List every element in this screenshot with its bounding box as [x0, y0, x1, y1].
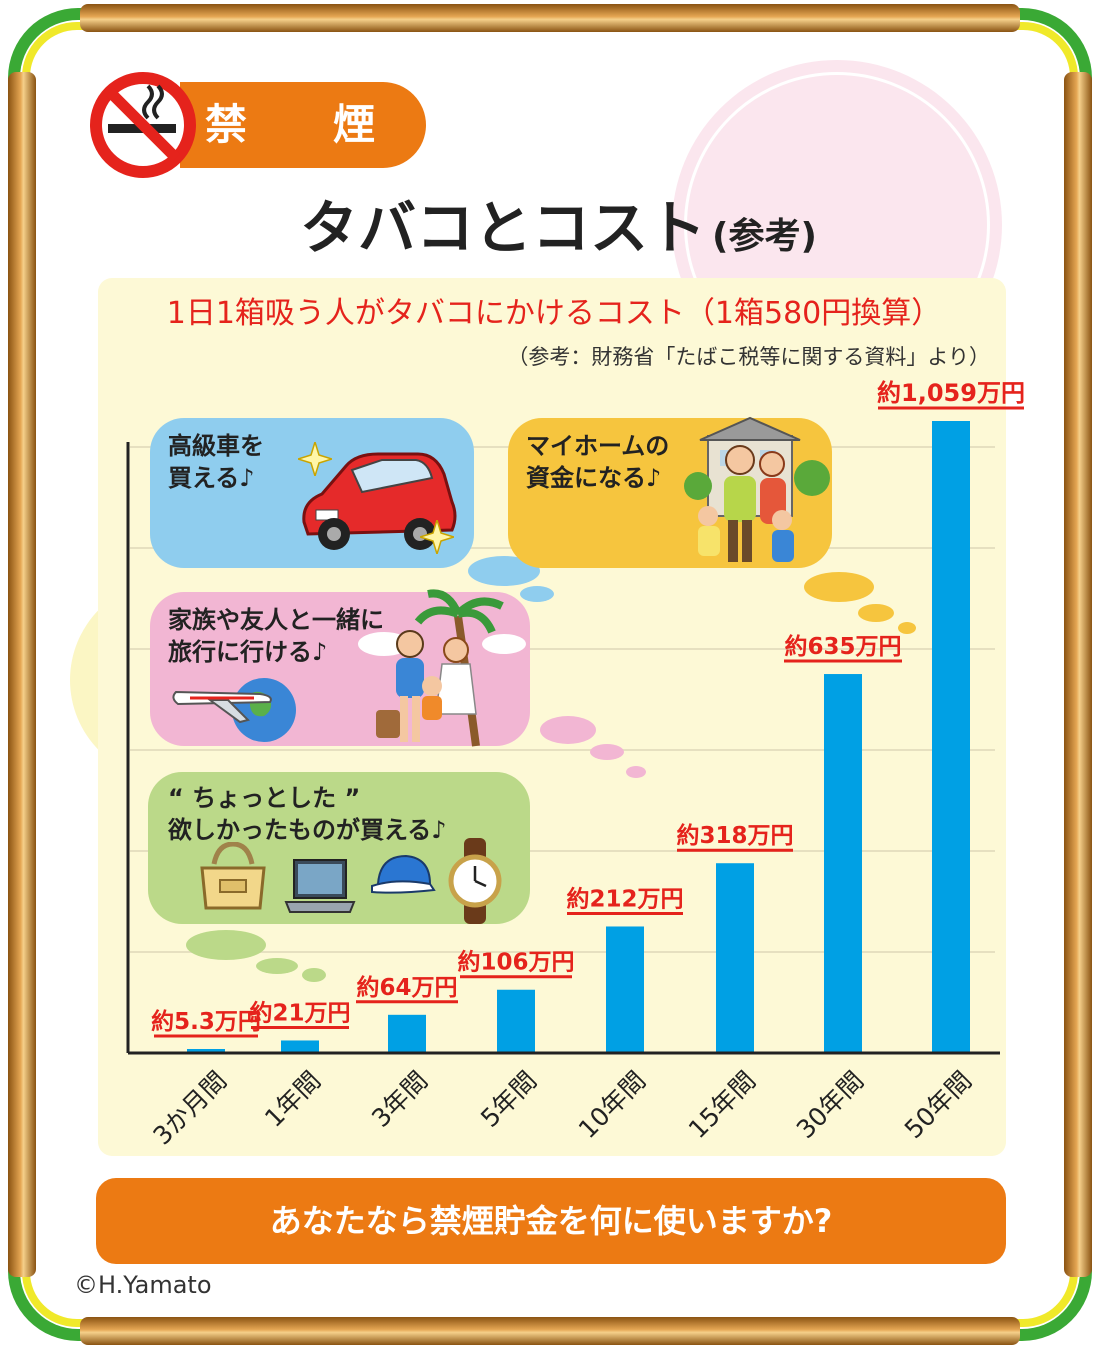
copyright-notice: ©H.Yamato: [74, 1271, 212, 1299]
house-family-illustration: [684, 416, 830, 562]
category-label-4: 5年間: [475, 1066, 542, 1133]
thought-dot: [302, 968, 326, 982]
sparkle-icon: [420, 520, 454, 554]
no-smoking-icon: [90, 72, 196, 178]
bar-1: [187, 1049, 225, 1053]
category-badge-label: 禁 煙: [205, 100, 398, 149]
car-illustration: [302, 452, 457, 550]
chart-category-labels: 3か月間 1年間 3年間 5年間 10年間 15年間 30年間 50年間: [147, 1066, 977, 1151]
chart-title: 1日1箱吸う人がタバコにかけるコスト（1箱580円換算）: [166, 296, 942, 331]
page-title: タバコとコスト (参考): [300, 188, 817, 268]
value-label-6: 約318万円: [676, 822, 793, 849]
airplane-globe-illustration: [172, 678, 296, 742]
bar-4: [497, 989, 535, 1053]
frame-rod-bottom: [80, 1317, 1020, 1345]
thought-dot: [256, 958, 298, 974]
thought-dot: [540, 716, 596, 744]
category-label-2: 1年間: [259, 1066, 326, 1133]
category-label-8: 50年間: [899, 1066, 977, 1144]
thought-dot: [626, 766, 646, 778]
beach-family-illustration: [358, 589, 526, 747]
frame-corner-inner: [1000, 22, 1078, 100]
page-title-suffix: (参考): [712, 216, 817, 257]
frame-rod-right: [1064, 72, 1092, 1277]
page-title-main: タバコとコスト: [300, 194, 707, 262]
laptop-icon: [284, 859, 356, 913]
cta-text: あなたなら禁煙貯金を何に使いますか?: [269, 1202, 833, 1240]
bar-3: [388, 1014, 426, 1053]
frame-corner-inner: [22, 1249, 100, 1327]
bubble-goods-text: “ ちょっとした ” 欲しかったものが買える♪: [168, 784, 447, 844]
value-label-5: 約212万円: [566, 885, 683, 912]
watch-icon: [448, 838, 502, 924]
cap-icon: [371, 854, 436, 894]
value-label-7: 約635万円: [784, 633, 901, 660]
bubble-home-text: マイホームの 資金になる♪: [526, 432, 670, 492]
chart-subtitle: （参考：財務省「たばこ税等に関する資料」より）: [507, 345, 990, 369]
cta-banner: [96, 1178, 1006, 1264]
category-label-7: 30年間: [791, 1066, 869, 1144]
bar-7: [824, 674, 862, 1053]
thought-dot: [804, 572, 874, 602]
bar-8: [932, 421, 970, 1053]
frame-corner-inner: [1000, 1249, 1078, 1327]
frame-corner-inner: [22, 22, 100, 100]
value-label-3: 約64万円: [356, 974, 457, 1001]
value-label-2: 約21万円: [249, 999, 350, 1026]
bag-icon: [200, 842, 266, 910]
category-label-1: 3か月間: [147, 1066, 232, 1151]
chart-bars: [187, 421, 970, 1053]
thought-dot: [186, 930, 266, 960]
category-label-6: 15年間: [683, 1066, 761, 1144]
bar-6: [716, 863, 754, 1053]
bar-2: [281, 1040, 319, 1053]
thought-dot: [590, 744, 624, 760]
thought-dot: [898, 622, 916, 634]
bubble-car-text: 高級車を 買える♪: [168, 432, 264, 492]
bubble-travel-text: 家族や友人と一緒に 旅行に行ける♪: [168, 606, 384, 666]
thought-dot: [520, 586, 554, 602]
thought-dot: [858, 604, 894, 622]
frame-rod-top: [80, 4, 1020, 32]
sparkle-icon: [298, 442, 332, 476]
value-label-4: 約106万円: [457, 949, 574, 976]
category-badge: [180, 82, 426, 168]
bar-5: [606, 926, 644, 1053]
value-label-1: 約5.3万円: [151, 1008, 261, 1035]
value-label-8: 約1,059万円: [877, 379, 1025, 407]
frame-rod-left: [8, 72, 36, 1277]
category-label-5: 10年間: [573, 1066, 651, 1144]
category-label-3: 3年間: [366, 1066, 433, 1133]
